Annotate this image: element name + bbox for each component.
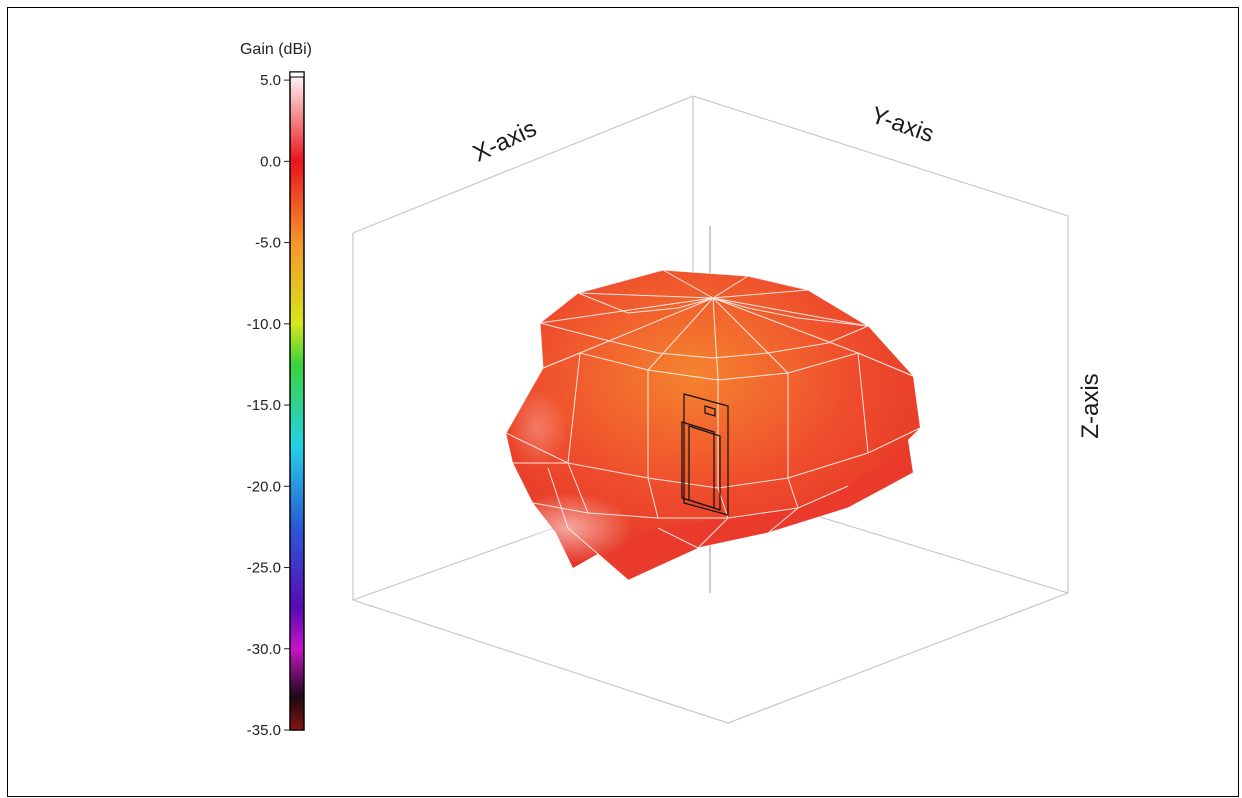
colorbar-tick-label: -20.0 xyxy=(247,478,281,495)
radiation-pattern-surface xyxy=(503,269,921,581)
antenna-device xyxy=(681,393,729,516)
x-axis-title: X-axis xyxy=(469,115,541,168)
colorbar-tick-label: -35.0 xyxy=(247,722,281,739)
box-bottom-front xyxy=(352,592,1069,724)
surface-highlight-2 xyxy=(508,388,568,468)
z-axis-title: Z-axis xyxy=(1077,373,1104,438)
device-board xyxy=(683,393,729,516)
colorbar: Gain (dBi) 5.0 0.0 -5.0 -10.0 -15.0 -20.0 -25.… xyxy=(240,41,312,739)
colorbar-strip xyxy=(289,71,305,731)
box-back-edges xyxy=(352,95,1069,593)
colorbar-tick-label: -10.0 xyxy=(247,316,281,333)
radiation-pattern-plot: Gain (dBi) 5.0 0.0 -5.0 -10.0 -15.0 -20.0 -25.… xyxy=(240,41,1104,739)
colorbar-title: Gain (dBi) xyxy=(240,41,312,58)
colorbar-tick-label: -5.0 xyxy=(255,235,281,252)
colorbar-tick-label: -15.0 xyxy=(247,397,281,414)
chart-frame: Gain (dBi) 5.0 0.0 -5.0 -10.0 -15.0 -20.0 -25.… xyxy=(7,7,1239,797)
colorbar-tick-label: -30.0 xyxy=(247,641,281,658)
device-element-back xyxy=(688,425,721,511)
y-axis-title: Y-axis xyxy=(868,102,938,149)
colorbar-tick-label: 5.0 xyxy=(260,72,281,89)
colorbar-tick-label: -25.0 xyxy=(247,560,281,577)
device-chip xyxy=(704,405,716,417)
colorbar-max-marker xyxy=(289,71,305,78)
colorbar-tick-label: 0.0 xyxy=(260,153,281,170)
colorbar-ticks: 5.0 0.0 -5.0 -10.0 -15.0 -20.0 -25.0 -30.0 -35.0 xyxy=(247,72,290,739)
surface-mesh xyxy=(505,269,921,581)
